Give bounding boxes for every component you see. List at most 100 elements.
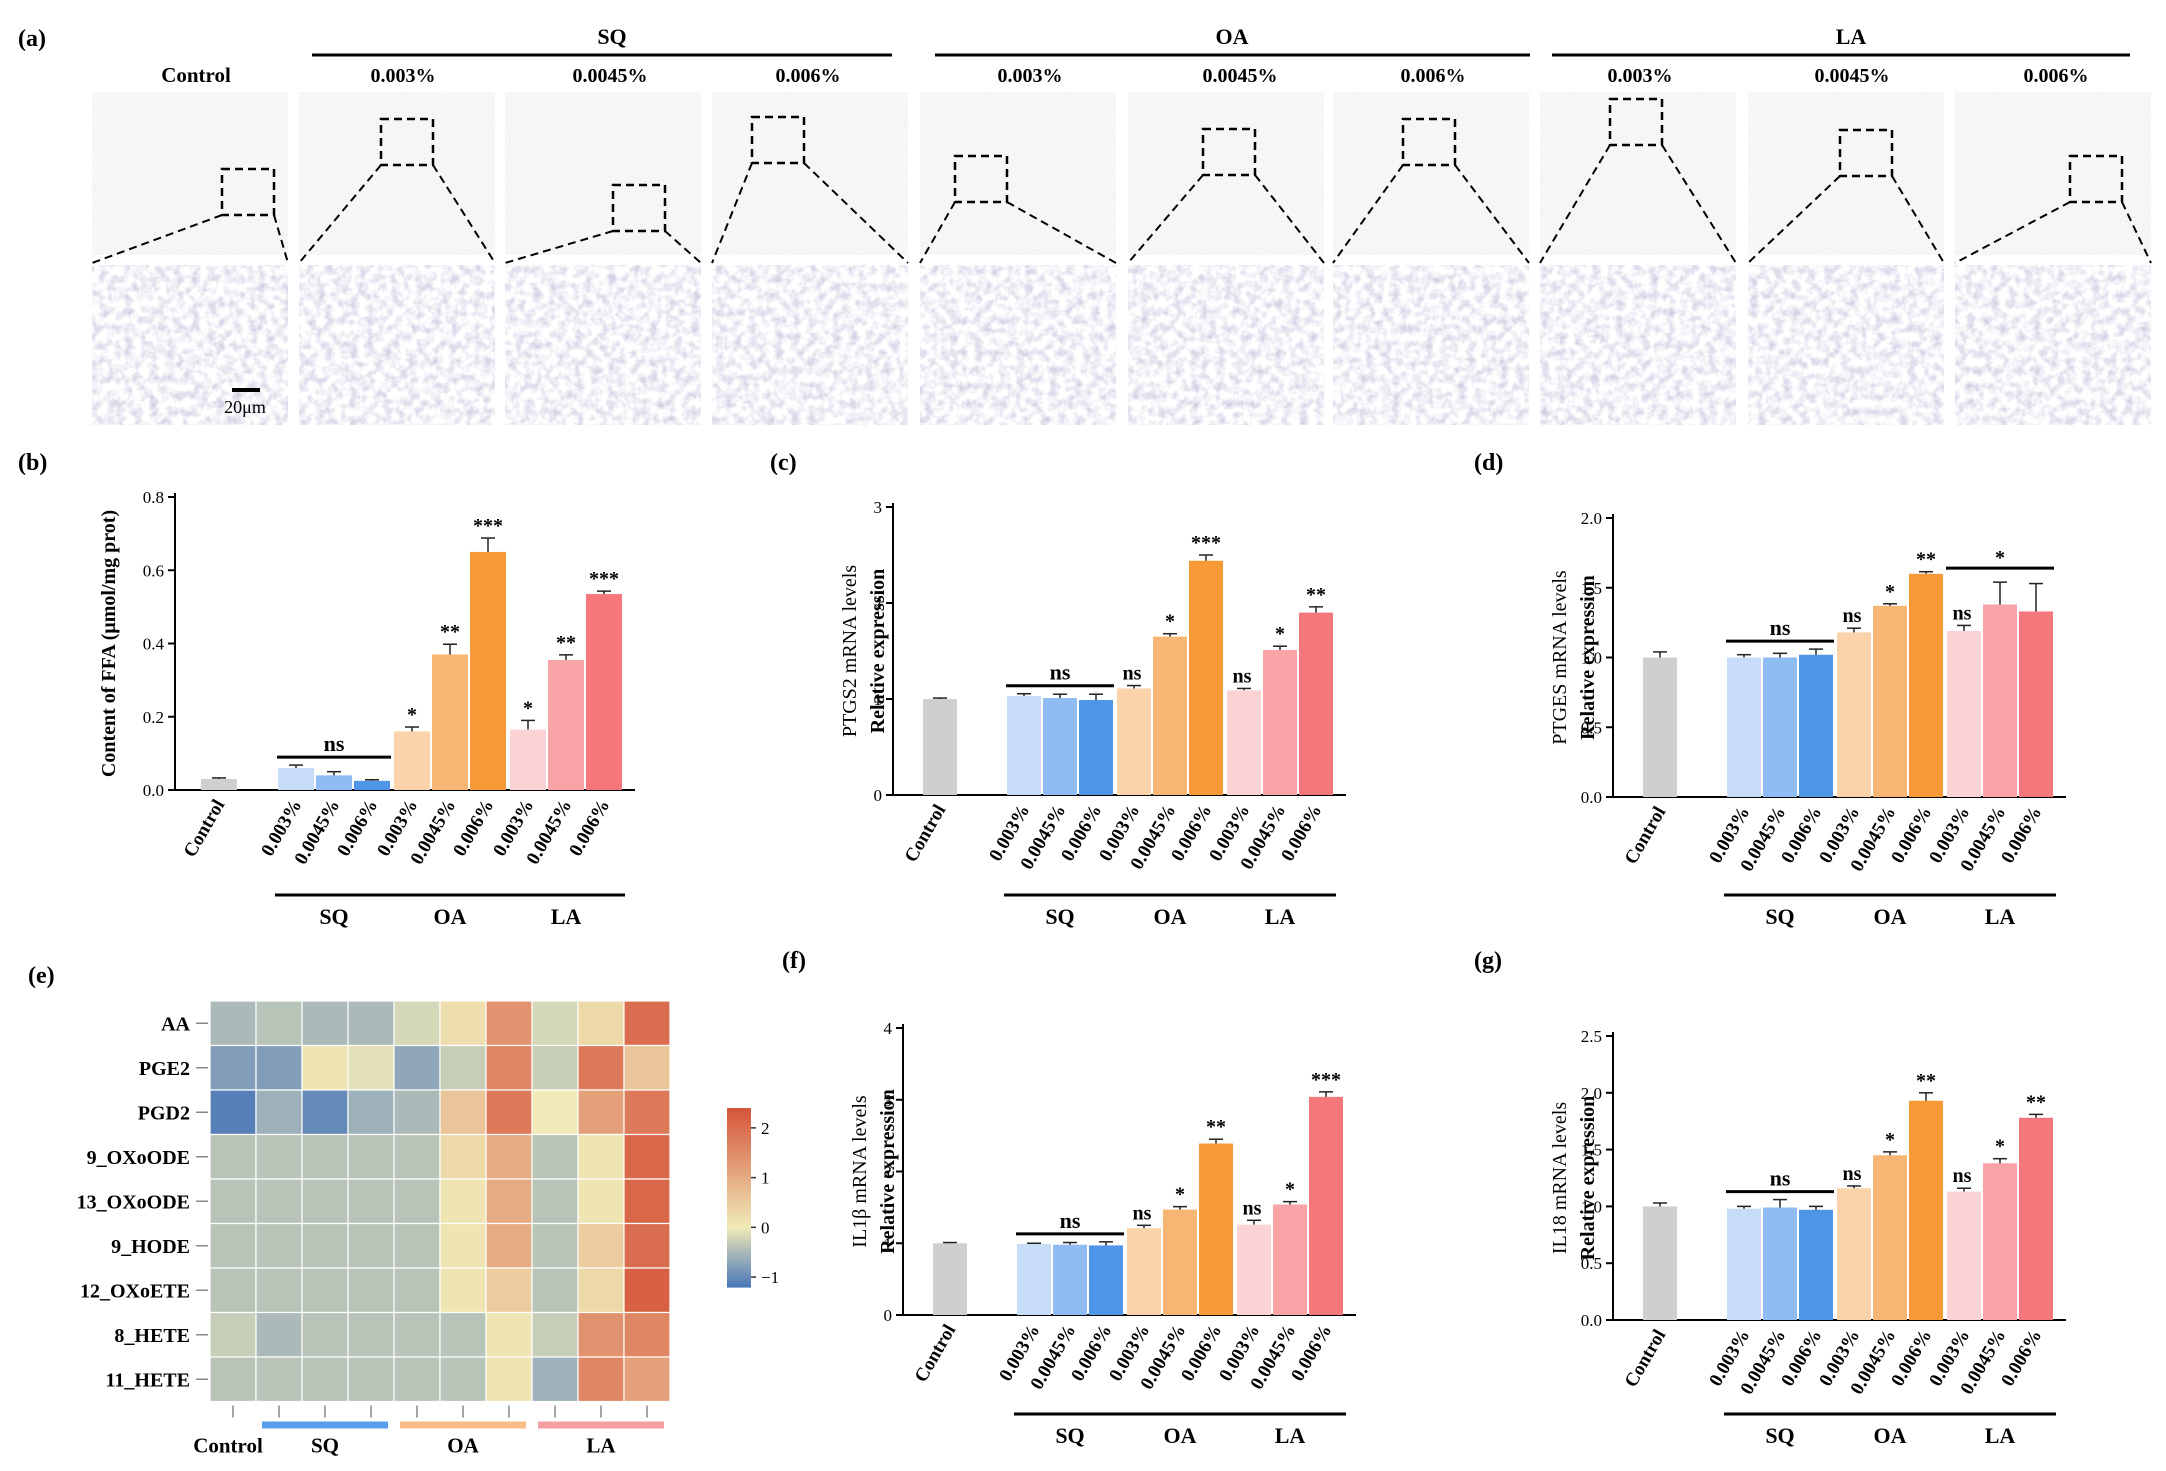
heatmap-cell	[623, 1311, 671, 1358]
colorbar-segment	[727, 1146, 751, 1151]
micro-col-oa-2: 0.0045%	[1203, 65, 1278, 87]
colorbar-segment	[727, 1122, 751, 1127]
micro-col-la-2: 0.0045%	[1815, 65, 1890, 87]
colorbar-segment	[727, 1134, 751, 1139]
chart-f: 0 1 2 3 4 IL1β mRNA levels Relative expression…	[849, 1019, 1356, 1448]
heatmap-cell	[209, 1044, 257, 1091]
chart-e-heatmap: AA PGE2 PGD2 9_OXoODE 13_OXoODE 9_HODE 12_OXoE…	[77, 1000, 779, 1458]
heatmap-cell	[301, 1178, 349, 1225]
zoom-region-box-3	[750, 115, 806, 165]
panel-a: (a) Control SQ OA LA 0.003% 0.0045% 0.00…	[18, 24, 2152, 425]
significance-4: *	[407, 704, 417, 726]
zoom-region-box-6	[1401, 117, 1457, 167]
colorbar-segment	[727, 1233, 751, 1237]
zoom-guide-right-2	[664, 230, 702, 264]
heatmap-cell	[577, 1133, 625, 1180]
heatmap-cell	[255, 1133, 303, 1180]
heatmap-cell	[577, 1222, 625, 1269]
group-label-2: LA	[1985, 904, 2016, 929]
group-label-1: OA	[1874, 904, 1907, 929]
group-label-0: SQ	[1055, 1423, 1084, 1448]
y-tick-label: 0.8	[143, 488, 164, 507]
bar-8	[1273, 1204, 1307, 1315]
y-axis-label-2: Relative expression	[1577, 575, 1599, 740]
bar-7	[1227, 690, 1261, 795]
colorbar-segment	[727, 1131, 751, 1136]
zoom-guide-left-8	[1747, 175, 1841, 264]
group-label-2: LA	[1265, 904, 1296, 929]
significance-8: *	[1285, 1179, 1295, 1201]
group-label-2: LA	[1985, 1423, 2016, 1448]
colorbar-segment	[727, 1278, 751, 1282]
y-tick-label: 0.2	[143, 708, 164, 727]
zoom-guide-right-7	[1661, 144, 1737, 264]
micro-group-oa: OA	[1216, 24, 1249, 49]
significance-6: **	[1206, 1116, 1226, 1138]
heatmap-cell	[623, 1000, 671, 1047]
bar-9	[2019, 1117, 2053, 1320]
bar-5	[1163, 1209, 1197, 1315]
micrograph-zoom-8	[1748, 265, 1944, 425]
heatmap-cell	[623, 1044, 671, 1091]
heatmap-cell	[209, 1133, 257, 1180]
heatmap-row-label-8: 11_HETE	[106, 1369, 190, 1391]
colorbar-segment	[727, 1155, 751, 1160]
zoom-guide-left-2	[504, 230, 614, 264]
heatmap-row-label-3: 9_OXoODE	[87, 1147, 190, 1169]
heatmap-row-label-6: 12_OXoETE	[80, 1280, 190, 1302]
micro-col-sq-1: 0.003%	[371, 65, 436, 87]
heatmap-cell	[623, 1356, 671, 1403]
heatmap-cell	[485, 1222, 533, 1269]
significance-4: ns	[1133, 1202, 1152, 1224]
significance-7: ns	[1953, 602, 1972, 624]
zoom-region-box-0	[220, 167, 276, 217]
chart-g: 0.0 0.5 1.0 1.5 2.0 2.5 IL18 mRNA levels Relati…	[1549, 1027, 2066, 1448]
heatmap-cell	[393, 1356, 441, 1403]
zoom-guide-right-5	[1254, 174, 1325, 264]
bar-0	[201, 779, 237, 790]
colorbar-segment	[727, 1212, 751, 1216]
y-tick-label: 1	[884, 1234, 893, 1253]
zoom-guide-left-1	[298, 164, 382, 264]
micrograph-zoom-2	[505, 265, 701, 425]
zoom-guide-right-1	[432, 164, 496, 264]
heatmap-cell	[531, 1089, 579, 1136]
zoom-guide-right-4	[1006, 201, 1117, 264]
y-tick-label: 2.0	[1581, 509, 1602, 528]
heatmap-cell	[531, 1044, 579, 1091]
y-tick-label: 2.0	[1581, 1084, 1602, 1103]
significance-4: ns	[1843, 605, 1862, 627]
micro-group-la: LA	[1836, 24, 1867, 49]
heatmap-cell	[393, 1089, 441, 1136]
zoom-guide-right-9	[2121, 201, 2152, 264]
bar-1	[1007, 696, 1041, 795]
colorbar-segment	[727, 1242, 751, 1246]
y-tick-label: 0.0	[1581, 788, 1602, 807]
heatmap-cell	[485, 1356, 533, 1403]
micrograph-zoom-7	[1540, 265, 1736, 425]
micrograph-overview-8	[1748, 92, 1944, 255]
zoom-guide-left-6	[1332, 164, 1404, 264]
micro-col-sq-2: 0.0045%	[573, 65, 648, 87]
significance-4: ns	[1843, 1163, 1862, 1185]
y-tick-label: 3	[874, 498, 883, 517]
heatmap-cell	[485, 1178, 533, 1225]
heatmap-cell	[255, 1267, 303, 1314]
micro-col-la-3: 0.006%	[2024, 65, 2089, 87]
bar-1	[1727, 1208, 1761, 1320]
y-tick-label: 1.0	[1581, 1197, 1602, 1216]
y-tick-label: 1.5	[1581, 579, 1602, 598]
zoom-guide-left-0	[91, 214, 223, 264]
micro-col-sq-3: 0.006%	[776, 65, 841, 87]
significance-8: *	[1275, 623, 1285, 645]
heatmap-cell	[439, 1311, 487, 1358]
heatmap-cell	[439, 1356, 487, 1403]
heatmap-cell	[485, 1000, 533, 1047]
bar-1	[1727, 657, 1761, 797]
bar-8	[548, 659, 584, 790]
heatmap-cell	[577, 1044, 625, 1091]
bar-8	[1983, 604, 2017, 797]
y-axis-label-2: Relative expression	[877, 1089, 899, 1254]
y-tick-label: 3	[884, 1091, 893, 1110]
heatmap-cell	[347, 1089, 395, 1136]
